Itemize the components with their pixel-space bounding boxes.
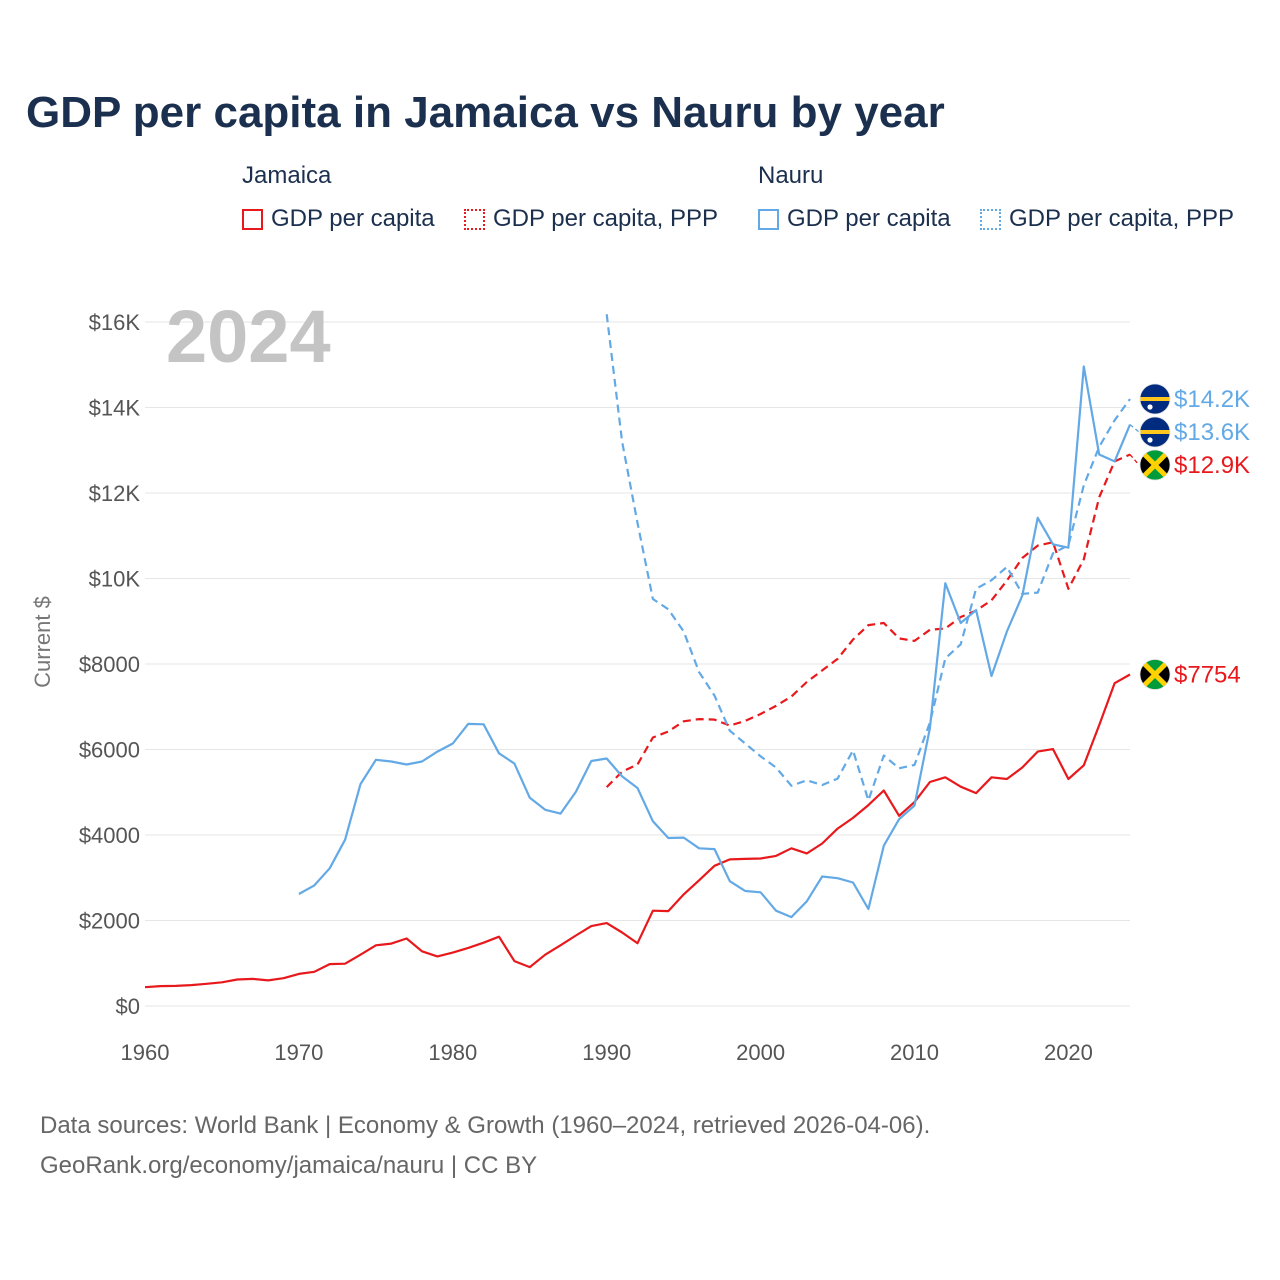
x-tick-label: 1990 xyxy=(582,1040,631,1065)
end-connector xyxy=(1129,454,1140,466)
end-label-jamaica-gdp-per-capita-ppp: $12.9K xyxy=(1174,452,1250,479)
y-tick-label: $4000 xyxy=(79,823,140,848)
x-tick-label: 1980 xyxy=(428,1040,477,1065)
source-note: Data sources: World Bank | Economy & Gro… xyxy=(40,1106,930,1186)
source-line-2[interactable]: GeoRank.org/economy/jamaica/nauru | CC B… xyxy=(40,1152,538,1179)
series-layer xyxy=(144,314,1132,989)
end-label-nauru-gdp-per-capita-ppp: $14.2K xyxy=(1174,386,1250,413)
legend-item-nauru-gdp[interactable]: GDP per capita xyxy=(758,204,951,234)
legend-label-jamaica-ppp: GDP per capita, PPP xyxy=(493,205,718,232)
line-chart: $0 $2000 $4000 $6000 $8000 $10K $12K $14K $16K 19… xyxy=(30,295,1250,1065)
end-label-jamaica-gdp-per-capita: $7754 xyxy=(1174,662,1241,689)
y-tick-label: $2000 xyxy=(79,909,140,934)
x-tick-label: 2020 xyxy=(1044,1040,1093,1065)
legend-swatch-jamaica-ppp xyxy=(464,208,485,230)
y-tick-label: $6000 xyxy=(79,738,140,763)
end-label-nauru-gdp-per-capita: $13.6K xyxy=(1174,419,1250,446)
legend-label-nauru-gdp: GDP per capita xyxy=(787,205,951,232)
legend-group-nauru: Nauru xyxy=(758,162,824,189)
y-tick-label: $16K xyxy=(89,310,141,335)
series-line-jamaica-gdp-per-capita xyxy=(144,673,1131,989)
x-tick-label: 1960 xyxy=(121,1040,170,1065)
x-tick-label: 2010 xyxy=(890,1040,939,1065)
marker-layer: $14.2K $13.6K $12.9K $7754 xyxy=(1129,383,1250,690)
y-tick-label: $14K xyxy=(89,396,141,421)
year-watermark: 2024 xyxy=(166,295,331,378)
legend-label-nauru-ppp: GDP per capita, PPP xyxy=(1009,205,1234,232)
series-line-nauru-gdp-per-capita-ppp xyxy=(605,314,1131,802)
legend-item-jamaica-gdp[interactable]: GDP per capita xyxy=(242,204,435,234)
y-tick-label: $12K xyxy=(89,481,141,506)
jamaica-flag-icon xyxy=(1139,659,1171,690)
series-line-jamaica-gdp-per-capita-ppp xyxy=(605,453,1131,788)
legend-swatch-jamaica-gdp xyxy=(242,208,263,230)
source-line-1: Data sources: World Bank | Economy & Gro… xyxy=(40,1112,931,1139)
nauru-flag-icon xyxy=(1139,416,1171,448)
legend-swatch-nauru-ppp xyxy=(980,208,1001,230)
y-axis-title: Current $ xyxy=(30,596,55,688)
legend-group-jamaica: Jamaica xyxy=(242,162,332,189)
legend-label-jamaica-gdp: GDP per capita xyxy=(271,205,435,232)
legend-item-nauru-ppp[interactable]: GDP per capita, PPP xyxy=(980,204,1234,234)
grid-layer: $0 $2000 $4000 $6000 $8000 $10K $12K $14K $16K 19… xyxy=(79,310,1130,1065)
legend-item-jamaica-ppp[interactable]: GDP per capita, PPP xyxy=(464,204,718,234)
x-tick-label: 2000 xyxy=(736,1040,785,1065)
end-connector xyxy=(1129,424,1140,433)
y-tick-label: $0 xyxy=(116,994,140,1019)
legend-swatch-nauru-gdp xyxy=(758,208,779,230)
nauru-flag-icon xyxy=(1139,383,1171,415)
series-line-nauru-gdp-per-capita xyxy=(298,365,1132,919)
x-tick-label: 1970 xyxy=(274,1040,323,1065)
y-tick-label: $10K xyxy=(89,567,141,592)
y-tick-label: $8000 xyxy=(79,652,140,677)
jamaica-flag-icon xyxy=(1139,449,1171,481)
chart-title: GDP per capita in Jamaica vs Nauru by ye… xyxy=(26,88,945,137)
